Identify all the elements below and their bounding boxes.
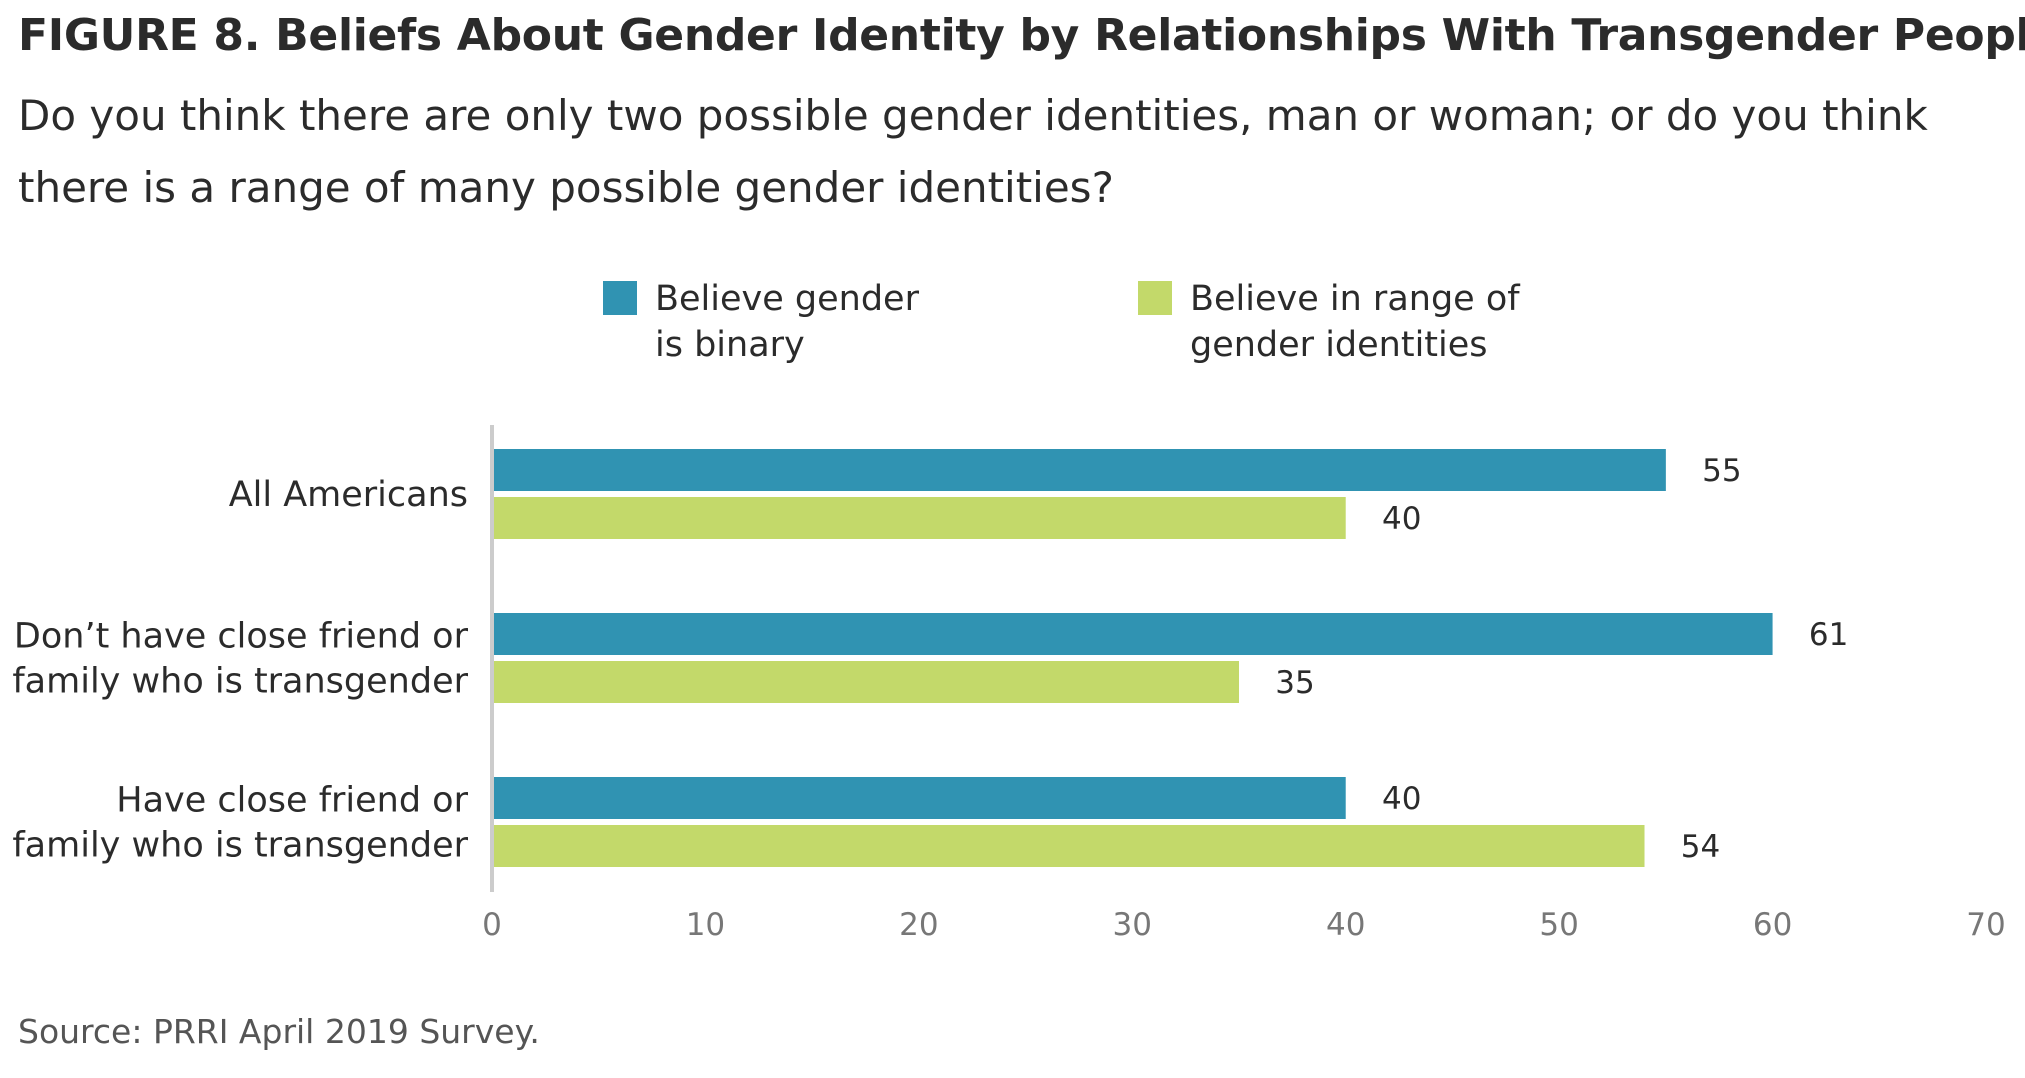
category-label: Have close friend or <box>116 781 468 821</box>
x-tick-label: 70 <box>1966 907 2005 943</box>
x-tick-label: 20 <box>899 907 938 943</box>
data-label: 40 <box>1382 781 1421 817</box>
bar-binary <box>494 449 1666 491</box>
data-label: 61 <box>1809 617 1848 653</box>
bar-range <box>494 825 1645 867</box>
data-label: 40 <box>1382 501 1421 537</box>
x-tick-label: 30 <box>1113 907 1152 943</box>
x-tick-label: 10 <box>686 907 725 943</box>
data-label: 54 <box>1681 829 1720 865</box>
source-note: Source: PRRI April 2019 Survey. <box>18 1012 540 1051</box>
category-label: family who is transgender <box>12 826 468 866</box>
legend-label-range: Believe in range of gender identities <box>1190 279 1520 365</box>
bar-range <box>494 497 1346 539</box>
chart-title: FIGURE 8. Beliefs About Gender Identity … <box>18 10 2025 61</box>
x-tick-label: 60 <box>1753 907 1792 943</box>
x-tick-label: 50 <box>1539 907 1578 943</box>
category-label: family who is transgender <box>12 662 468 702</box>
category-label: Don’t have close friend or <box>14 617 469 657</box>
bar-chart: 0 10 20 30 40 50 60 70 55 40 All Americans 61 35 Don’… <box>12 425 2006 943</box>
bar-range <box>494 661 1239 703</box>
x-tick-label: 0 <box>482 907 502 943</box>
legend-swatch-range <box>1138 281 1172 315</box>
bar-binary <box>494 613 1773 655</box>
legend-swatch-binary <box>603 281 637 315</box>
x-tick-label: 40 <box>1326 907 1365 943</box>
data-label: 55 <box>1702 453 1741 489</box>
data-label: 35 <box>1275 665 1314 701</box>
bar-binary <box>494 777 1346 819</box>
category-label: All Americans <box>229 475 468 515</box>
legend-label-binary: Believe gender is binary <box>655 279 919 365</box>
chart-subtitle: Do you think there are only two possible… <box>18 91 1928 212</box>
